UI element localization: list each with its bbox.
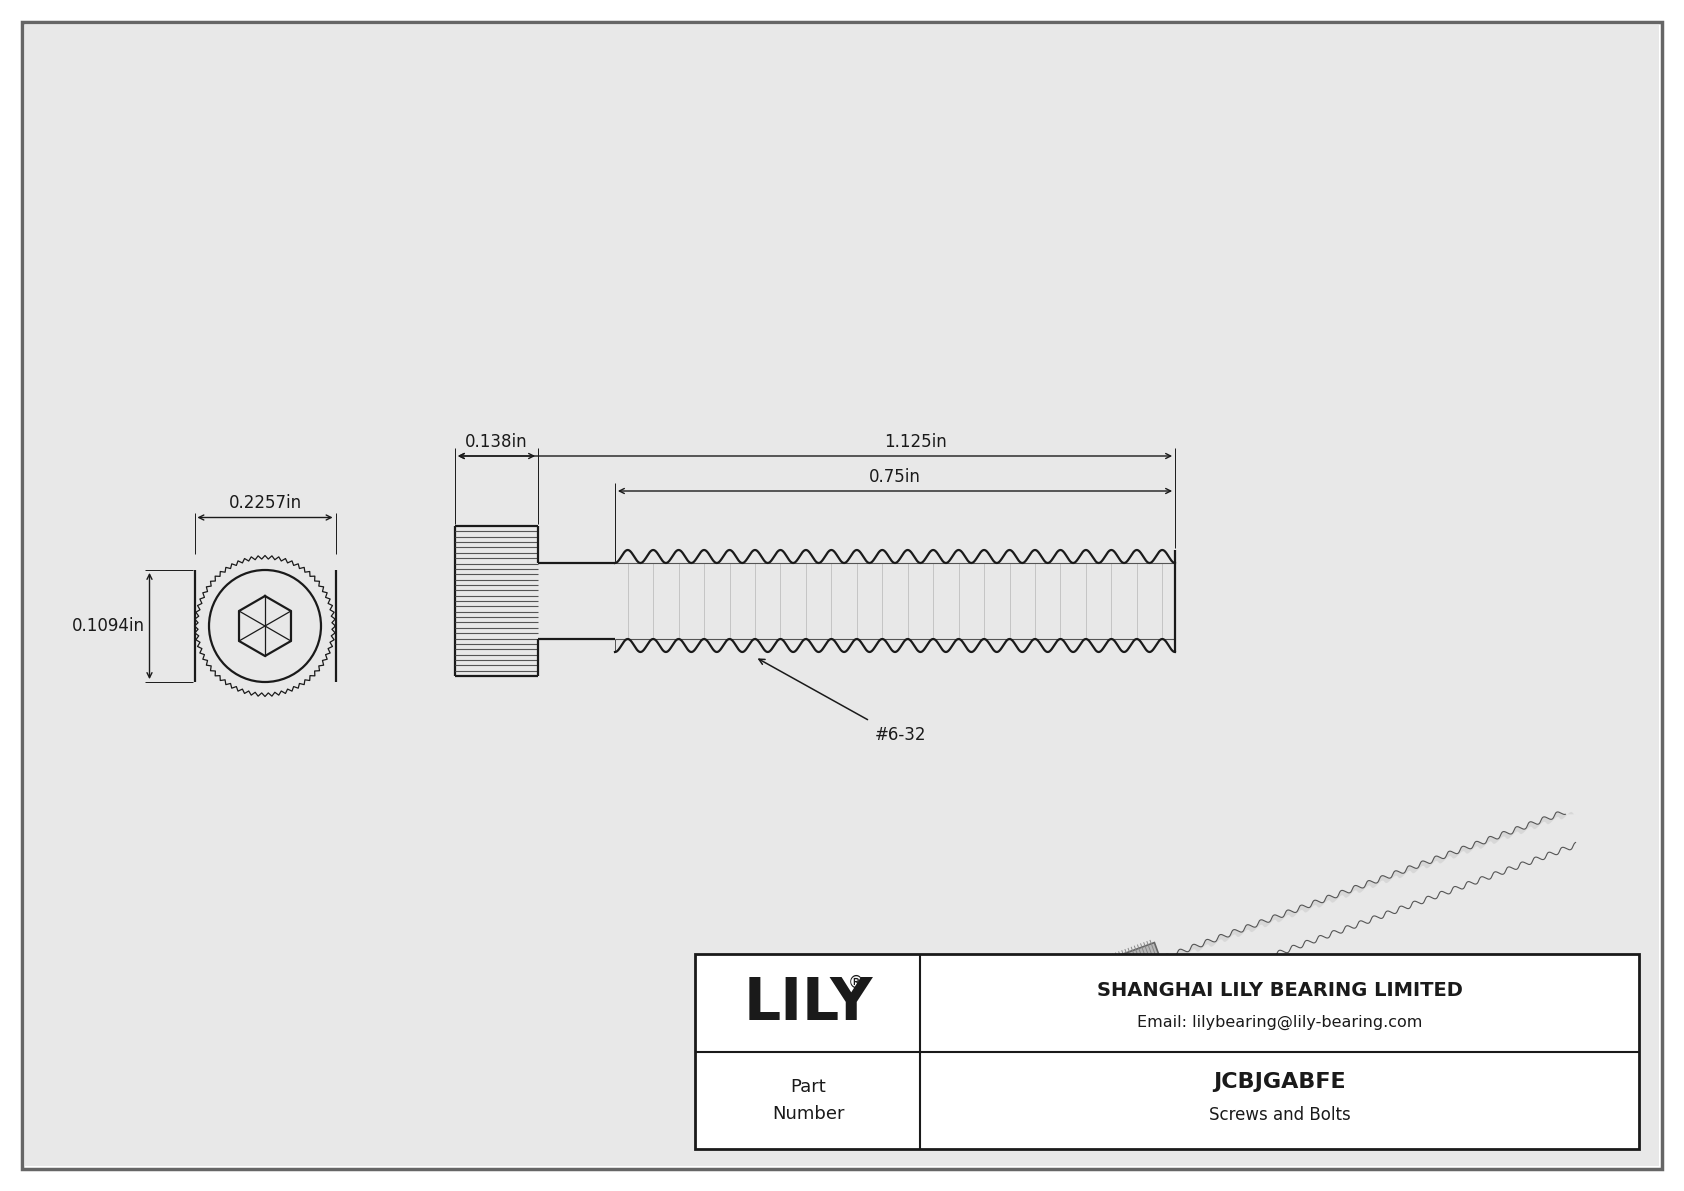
Text: JCBJGABFE: JCBJGABFE	[1212, 1073, 1346, 1092]
Text: 0.75in: 0.75in	[869, 468, 921, 486]
Text: 0.1094in: 0.1094in	[71, 617, 145, 635]
Text: Part
Number: Part Number	[771, 1078, 844, 1123]
Ellipse shape	[1122, 968, 1148, 998]
Text: ®: ®	[847, 974, 864, 992]
Text: Email: lilybearing@lily-bearing.com: Email: lilybearing@lily-bearing.com	[1137, 1015, 1423, 1029]
Text: LILY: LILY	[743, 974, 872, 1031]
Polygon shape	[1098, 942, 1179, 1029]
Bar	[695, 954, 1639, 1149]
Text: Screws and Bolts: Screws and Bolts	[1209, 1106, 1351, 1124]
Text: 1.125in: 1.125in	[884, 434, 946, 451]
Text: 0.138in: 0.138in	[465, 434, 527, 451]
Text: #6-32: #6-32	[876, 727, 926, 744]
Text: 0.2257in: 0.2257in	[229, 494, 301, 512]
Text: SHANGHAI LILY BEARING LIMITED: SHANGHAI LILY BEARING LIMITED	[1096, 980, 1462, 999]
